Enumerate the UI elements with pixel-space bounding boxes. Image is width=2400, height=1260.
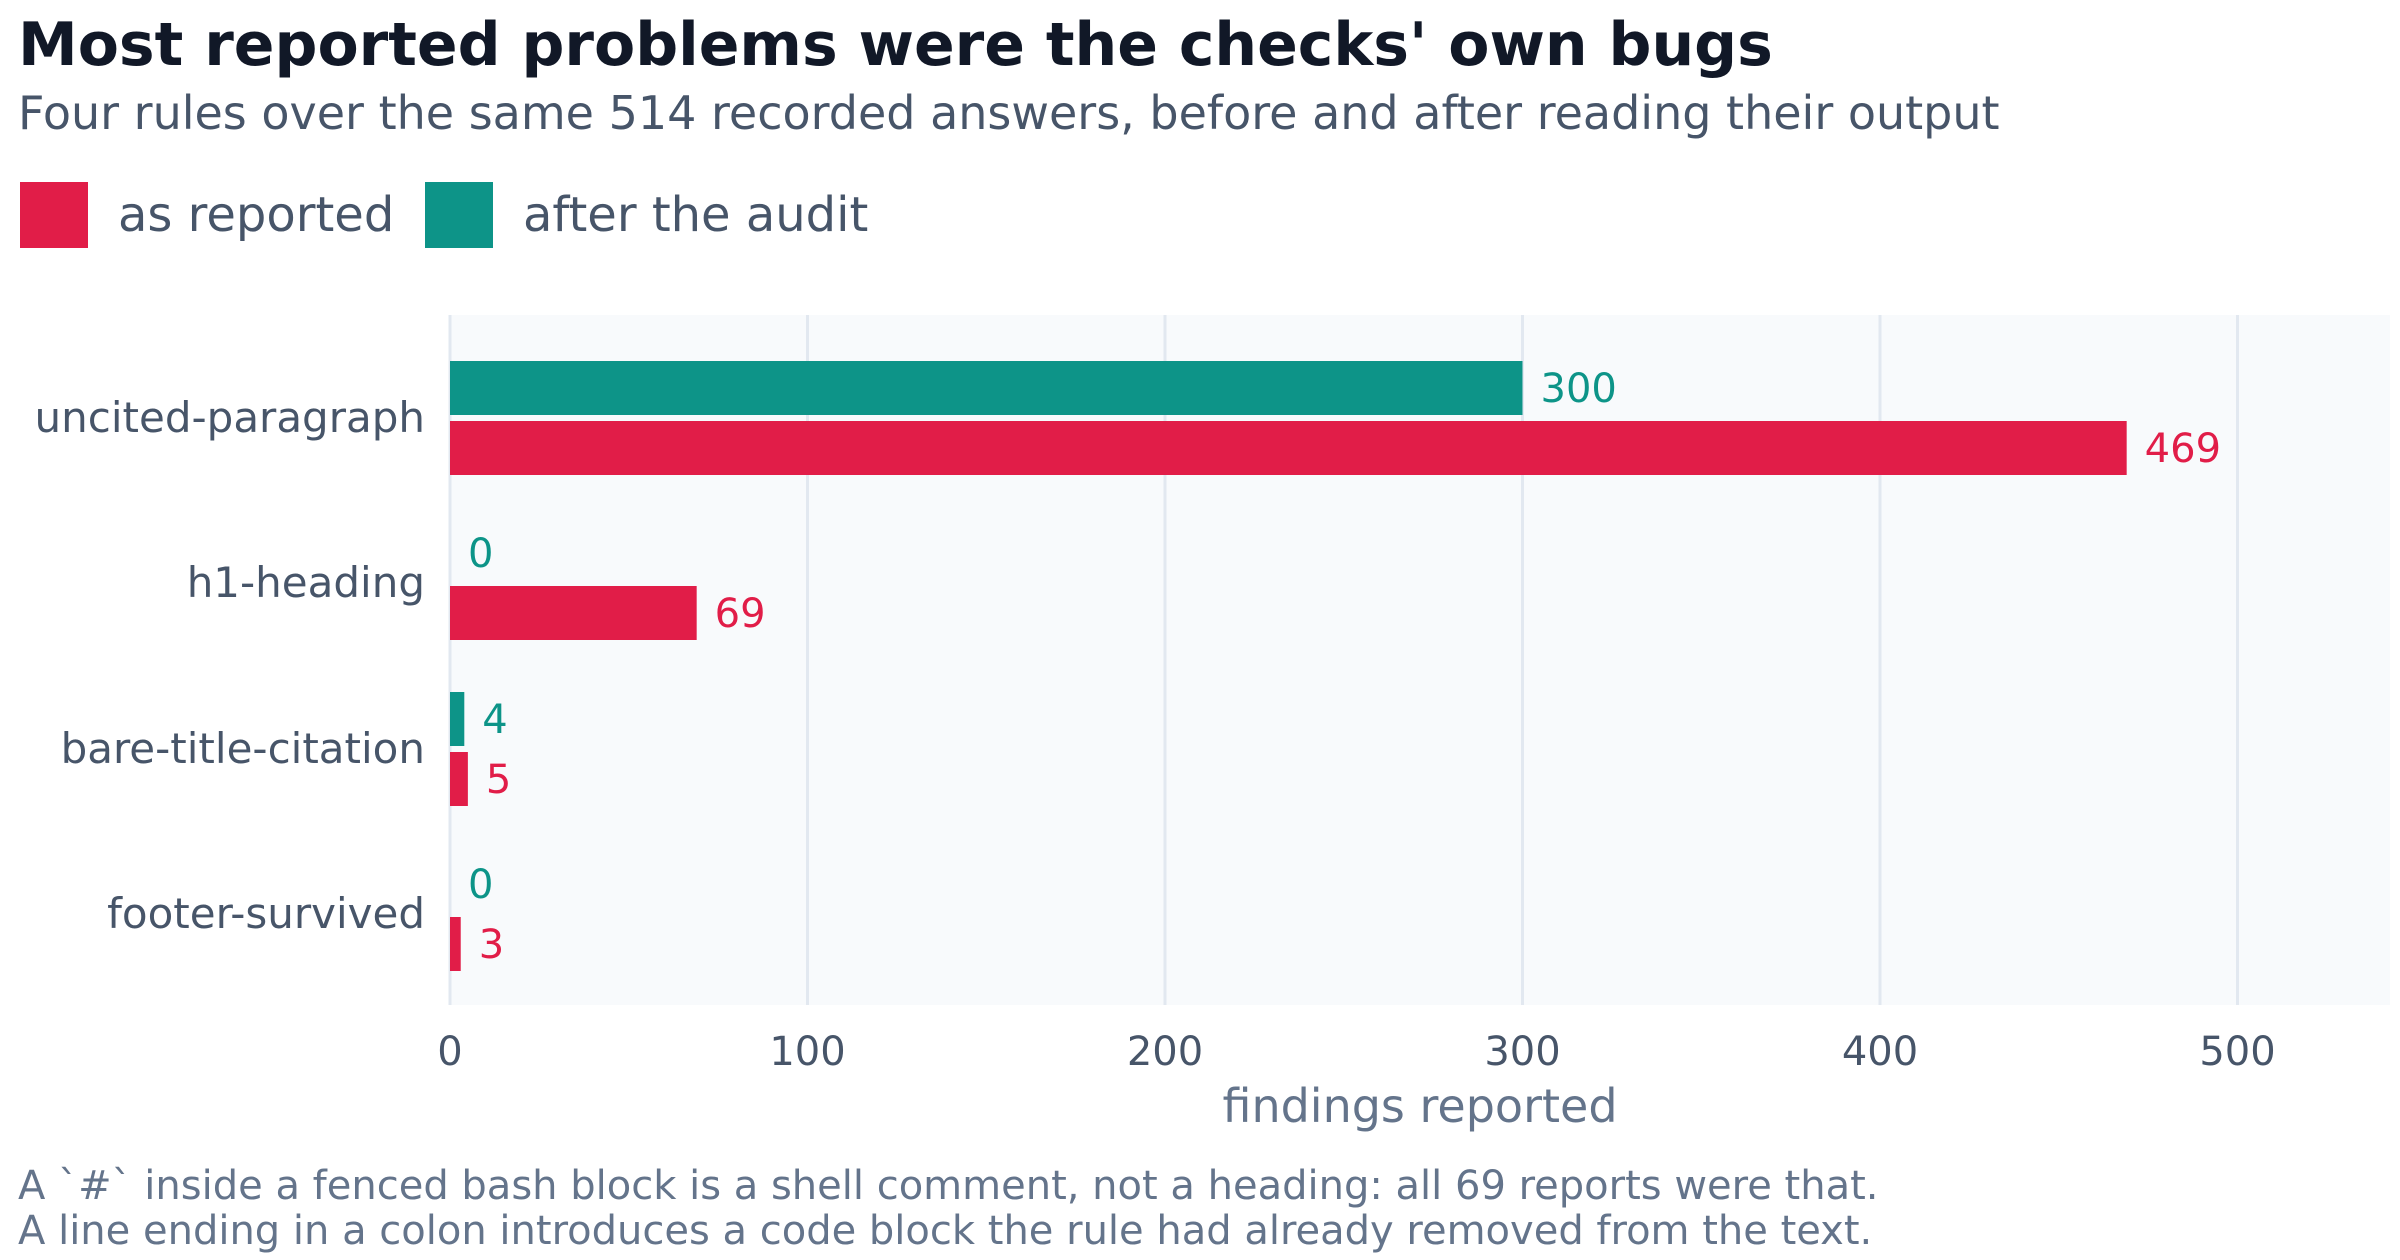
bar-as-reported: [450, 586, 697, 640]
legend-swatch-as-reported: [20, 182, 88, 248]
category-label: h1-heading: [187, 558, 425, 607]
legend-label-after-audit: after the audit: [523, 187, 869, 243]
x-tick-label: 0: [437, 1029, 462, 1075]
category-label: bare-title-citation: [61, 724, 425, 773]
data-label-after-audit: 0: [468, 531, 493, 577]
category-label: footer-survived: [107, 889, 425, 938]
legend-item-after-audit: after the audit: [425, 180, 868, 250]
chart-subtitle: Four rules over the same 514 recorded an…: [18, 86, 2000, 140]
x-tick-label: 100: [769, 1029, 845, 1075]
bar-as-reported: [450, 917, 461, 971]
data-label-as-reported: 5: [486, 757, 511, 803]
legend-item-as-reported: as reported: [20, 180, 394, 250]
data-label-after-audit: 300: [1541, 366, 1617, 412]
x-tick-label: 500: [2199, 1029, 2275, 1075]
bar-after-audit: [450, 361, 1523, 415]
footnote-1: A `#` inside a fenced bash block is a sh…: [18, 1163, 1879, 1209]
bar-as-reported: [450, 752, 468, 806]
data-label-as-reported: 3: [479, 922, 504, 968]
x-axis-label: findings reported: [1222, 1079, 1617, 1133]
footnote-2: A line ending in a colon introduces a co…: [18, 1208, 1873, 1254]
bar-as-reported: [450, 421, 2127, 475]
data-label-as-reported: 69: [715, 591, 766, 637]
data-label-after-audit: 4: [482, 697, 507, 743]
plot-background: [450, 315, 2390, 1005]
x-tick-label: 200: [1127, 1029, 1203, 1075]
legend-swatch-after-audit: [425, 182, 493, 248]
x-tick-label: 300: [1484, 1029, 1560, 1075]
x-tick-label: 400: [1842, 1029, 1918, 1075]
bar-after-audit: [450, 692, 465, 746]
category-label: uncited-paragraph: [35, 393, 425, 442]
data-label-after-audit: 0: [468, 862, 493, 908]
chart-title: Most reported problems were the checks' …: [18, 10, 1773, 80]
legend-label-as-reported: as reported: [118, 187, 395, 243]
data-label-as-reported: 469: [2145, 426, 2221, 472]
